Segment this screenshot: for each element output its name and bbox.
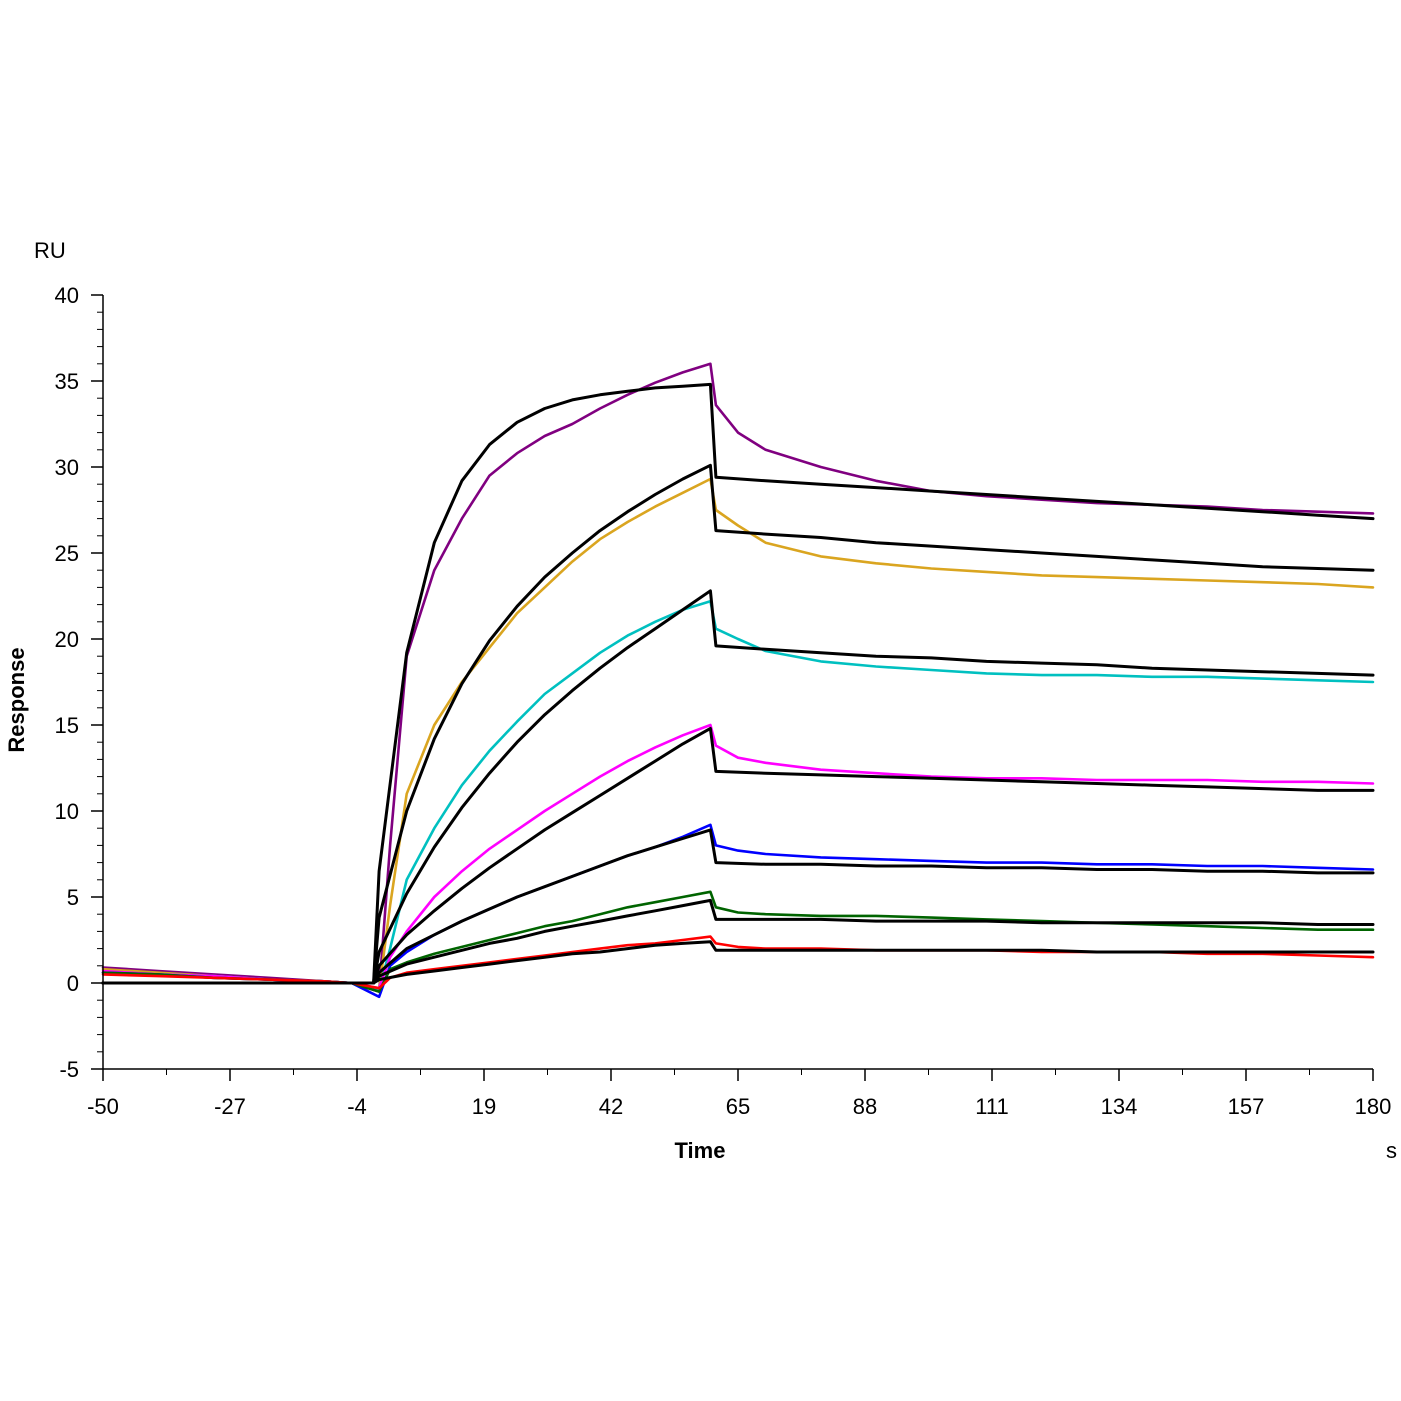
x-axis-title: Time bbox=[675, 1138, 726, 1163]
fit-curve bbox=[101, 463, 1375, 985]
x-tick-label: 111 bbox=[975, 1094, 1008, 1119]
x-unit-label: s bbox=[1386, 1138, 1397, 1163]
y-tick-label: 10 bbox=[55, 799, 79, 824]
fit-curve bbox=[101, 898, 1375, 985]
x-tick-label: -27 bbox=[214, 1094, 246, 1119]
y-tick-label: -5 bbox=[59, 1057, 79, 1082]
x-tick-label: 42 bbox=[599, 1094, 623, 1119]
x-tick-label: -50 bbox=[87, 1094, 119, 1119]
y-tick-label: 35 bbox=[55, 369, 79, 394]
series-layer bbox=[101, 362, 1375, 999]
fit-curve bbox=[101, 726, 1375, 985]
x-tick-label: 88 bbox=[853, 1094, 877, 1119]
x-tick-label: 180 bbox=[1355, 1094, 1392, 1119]
fit-curve bbox=[101, 589, 1375, 985]
fit-curve bbox=[101, 828, 1375, 985]
y-tick-label: 0 bbox=[67, 971, 79, 996]
x-tick-label: 19 bbox=[472, 1094, 496, 1119]
x-tick-label: -4 bbox=[347, 1094, 367, 1119]
x-tick-label: 134 bbox=[1101, 1094, 1138, 1119]
y-unit-label: RU bbox=[34, 238, 66, 263]
y-tick-label: 5 bbox=[67, 885, 79, 910]
x-tick-label: 157 bbox=[1228, 1094, 1265, 1119]
y-tick-label: 25 bbox=[55, 541, 79, 566]
y-tick-label: 20 bbox=[55, 627, 79, 652]
fit-curve bbox=[101, 940, 1375, 985]
y-tick-label: 15 bbox=[55, 713, 79, 738]
fit-curve bbox=[101, 382, 1375, 985]
y-tick-label: 40 bbox=[55, 283, 79, 308]
y-axis-title: Response bbox=[4, 647, 29, 752]
y-tick-label: 30 bbox=[55, 455, 79, 480]
x-tick-label: 65 bbox=[726, 1094, 750, 1119]
